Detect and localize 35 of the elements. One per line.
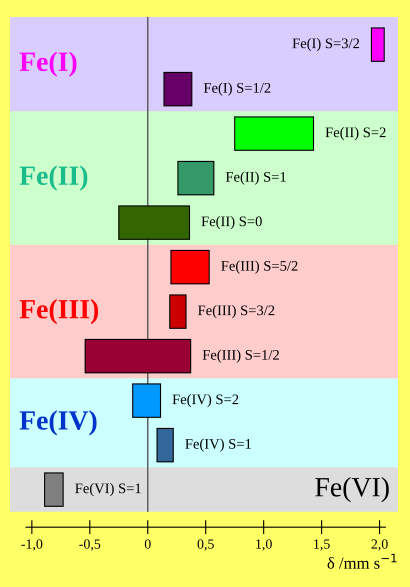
y-tick-label: Fe(II) S=1 [226, 172, 286, 185]
y-tick-label: Fe(I) S=1/2 [204, 82, 270, 96]
bar [84, 338, 192, 374]
y-tick-label: Fe(III) S=5/2 [221, 260, 298, 274]
bar [44, 472, 64, 507]
bar [177, 160, 214, 196]
bar [170, 250, 210, 284]
band-label: Fe(I) [20, 52, 76, 77]
bar [163, 72, 192, 106]
y-tick-label: Fe(II) S=0 [201, 216, 262, 230]
x-tick-label: 1,5 [314, 539, 330, 551]
x-tick-label: 2,0 [371, 539, 388, 551]
bar [169, 294, 187, 329]
band-label: Fe(IV) [20, 410, 97, 436]
bar [118, 205, 190, 240]
x-tick-label: -1,0 [21, 539, 42, 551]
y-tick-label: Fe(VI) S=1 [75, 483, 141, 496]
band-label: Fe(II) [20, 166, 88, 191]
x-tick-label: 1,0 [256, 539, 272, 551]
band-label: Fe(VI) [315, 477, 389, 502]
x-axis-title: δ /mm s$^{−1}$ [328, 554, 396, 569]
bar [156, 428, 174, 462]
y-tick-label: Fe(III) S=3/2 [198, 305, 274, 318]
x-tick-label: 0,5 [198, 539, 214, 551]
bar [370, 27, 385, 62]
y-tick-label: Fe(IV) S=1 [185, 438, 251, 452]
y-tick-label: Fe(II) S=2 [326, 127, 386, 140]
y-tick-label: Fe(III) S=1/2 [202, 350, 279, 363]
x-tick-label: -0,5 [79, 539, 100, 551]
y-tick-label: Fe(IV) S=2 [172, 394, 238, 408]
bar [234, 116, 314, 151]
y-tick-label: Fe(I) S=3/2 [292, 38, 360, 52]
bar [132, 383, 162, 418]
x-tick-label: 0 [144, 539, 151, 549]
band-label: Fe(III) [20, 299, 98, 324]
